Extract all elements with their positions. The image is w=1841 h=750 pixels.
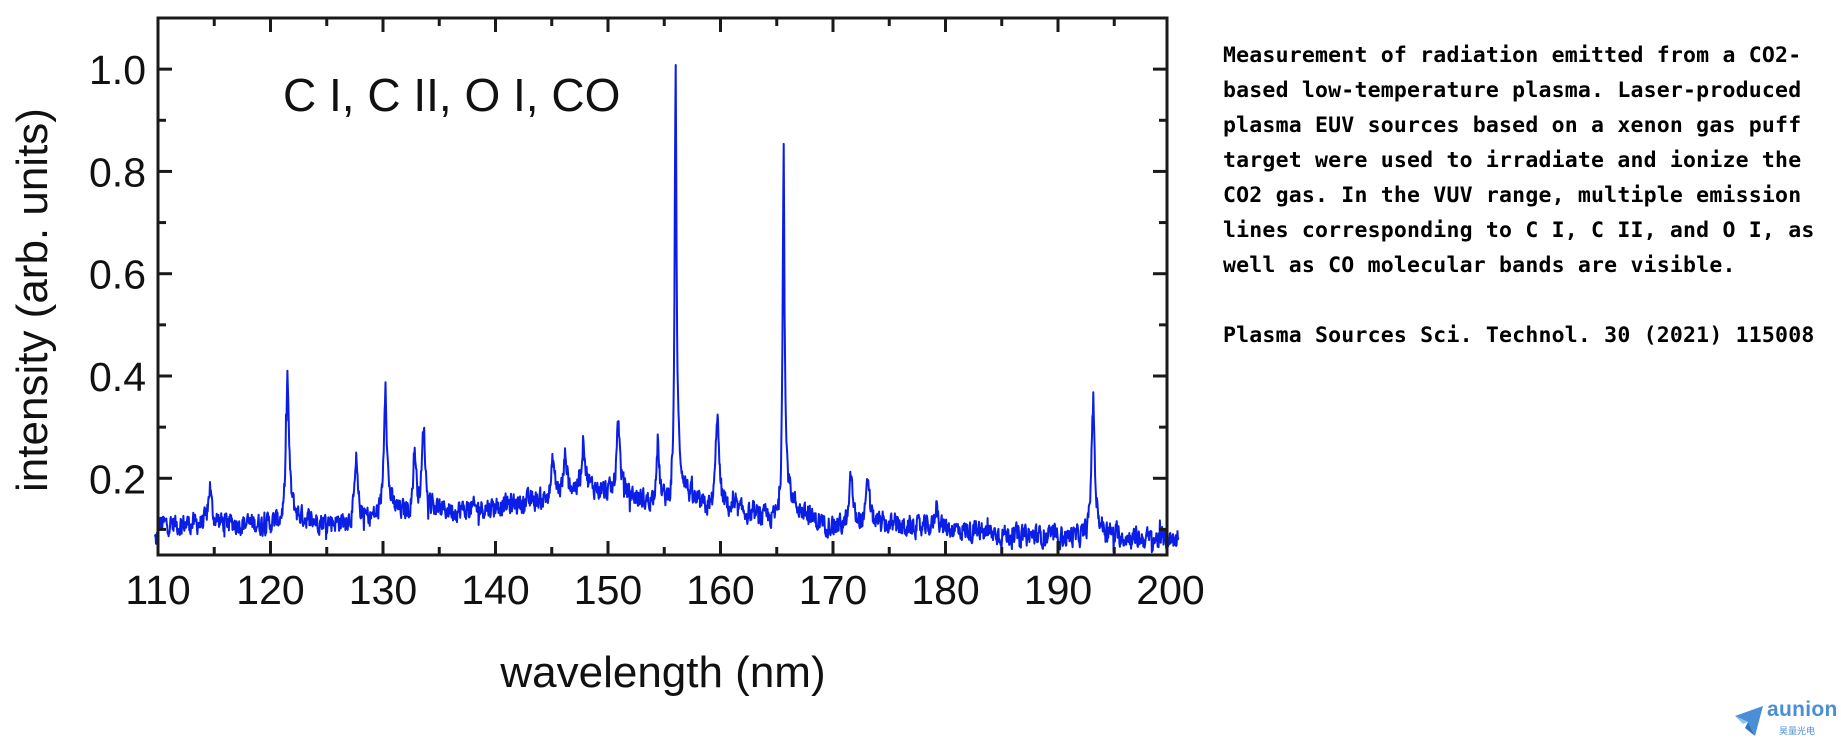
plot-area xyxy=(153,64,1180,554)
y-tick-label: 0.2 xyxy=(89,456,146,502)
y-tick-label: 0.6 xyxy=(89,252,146,298)
x-axis-tick-labels: 110 120 130 140 150 160 170 180 190 200 xyxy=(125,567,1204,613)
plot-frame xyxy=(156,16,1169,557)
x-tick-label: 110 xyxy=(125,567,190,613)
x-tick-label: 190 xyxy=(1024,567,1092,613)
logo-subtitle: 昊量光电 xyxy=(1779,727,1816,737)
y-axis-title: intensity (arb. units) xyxy=(8,108,57,492)
y-tick-label: 1.0 xyxy=(89,47,146,93)
y-tick-label: 0.8 xyxy=(89,149,146,195)
x-tick-label: 150 xyxy=(574,567,642,613)
paper-plane-logo-icon xyxy=(1735,706,1763,736)
caption-description: Measurement of radiation emitted from a … xyxy=(1223,43,1815,278)
spectrum-series-line xyxy=(153,64,1180,554)
figure-caption: Measurement of radiation emitted from a … xyxy=(1223,38,1833,353)
x-axis-ticks xyxy=(156,18,1116,555)
x-tick-label: 130 xyxy=(349,567,417,613)
x-tick-label: 160 xyxy=(686,567,754,613)
logo-name: aunion xyxy=(1767,698,1838,721)
caption-reference: Plasma Sources Sci. Technol. 30 (2021) 1… xyxy=(1223,323,1815,348)
x-tick-label: 120 xyxy=(236,567,304,613)
species-annotation: C I, C II, O I, CO xyxy=(283,69,620,121)
x-axis-title: wavelength (nm) xyxy=(499,648,825,697)
brand-logo: aunion 昊量光电 xyxy=(1733,698,1838,744)
x-tick-label: 170 xyxy=(799,567,867,613)
y-axis-tick-labels: 0.2 0.4 0.6 0.8 1.0 xyxy=(89,47,146,502)
y-axis-ticks xyxy=(158,67,1167,531)
x-tick-label: 140 xyxy=(461,567,529,613)
x-tick-label: 180 xyxy=(911,567,979,613)
x-tick-label: 200 xyxy=(1136,567,1204,613)
y-tick-label: 0.4 xyxy=(89,354,146,400)
